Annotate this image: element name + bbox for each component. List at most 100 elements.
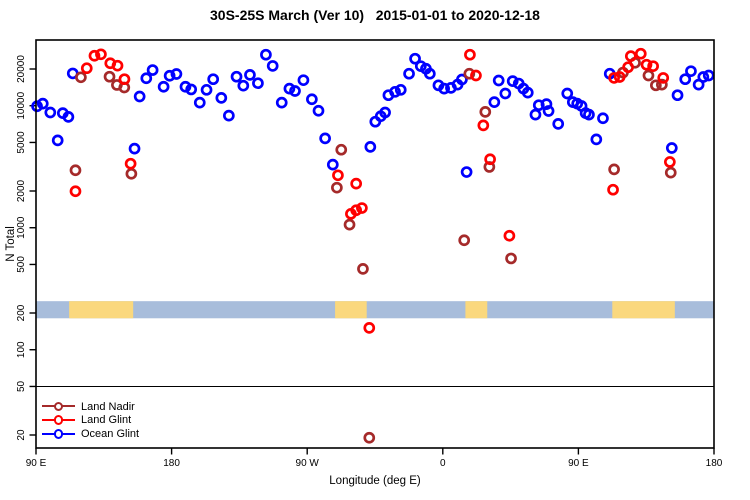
y-axis-tick-label: 1000 [16,216,27,239]
data-point-ocean-glint [207,73,220,86]
data-point-land-glint [664,156,676,168]
data-point-land-glint [484,153,496,166]
data-point-ocean-glint [306,93,318,106]
y-axis-tick-label: 20 [16,429,27,441]
land-glint-marker-icon [42,414,75,426]
legend: Land Nadir Land Glint Ocean Glint [42,400,139,441]
data-point-ocean-glint [319,132,331,145]
data-point-land-nadir [664,166,677,179]
x-axis-tick-label: 90 E [26,458,47,469]
x-axis-title: Longitude (deg E) [329,475,421,487]
data-point-land-glint [607,183,619,196]
data-point-ocean-glint [289,85,301,97]
data-point-ocean-glint [590,133,603,146]
data-point-ocean-glint [529,108,542,121]
y-axis-tick-label: 2000 [16,179,27,202]
legend-label-land-nadir: Land Nadir [81,400,135,413]
y-axis-tick-label: 5000 [16,131,27,154]
data-point-ocean-glint [223,109,235,122]
data-point-land-glint [95,48,107,61]
data-point-ocean-glint [260,48,272,61]
data-point-ocean-glint [266,60,279,72]
data-point-ocean-glint [237,79,250,92]
x-axis-tick-label: 90 E [568,458,589,469]
land-strip-segment [612,301,675,319]
data-point-land-nadir [458,234,471,247]
data-point-ocean-glint [31,100,43,113]
y-axis-tick-label: 100 [16,341,27,358]
data-point-land-nadir [505,252,517,265]
legend-item-land-glint: Land Glint [42,414,139,428]
data-point-ocean-glint [51,134,64,147]
data-point-land-glint [622,61,634,74]
data-point-land-glint [647,60,659,73]
legend-item-land-nadir: Land Nadir [42,400,139,414]
data-point-ocean-glint [521,86,534,99]
y-axis-tick-label: 20000 [16,55,27,83]
land-strip-segment [69,301,134,319]
data-point-ocean-glint [312,104,325,117]
data-point-ocean-glint [297,74,310,87]
data-point-land-nadir [363,431,376,444]
legend-label-ocean-glint: Ocean Glint [81,427,140,440]
data-point-land-glint [613,71,626,83]
data-point-ocean-glint [146,64,159,76]
data-point-ocean-glint [671,89,684,102]
data-point-ocean-glint [275,96,288,109]
data-point-ocean-glint [394,83,407,96]
data-point-ocean-glint [326,158,339,171]
data-point-land-nadir [103,70,116,83]
data-point-ocean-glint [488,96,501,108]
data-point-ocean-glint [499,87,512,100]
y-axis-tick-label: 50 [16,380,27,392]
data-point-ocean-glint [409,52,421,65]
data-point-land-nadir [75,71,87,84]
y-axis-tick-label: 200 [16,304,27,321]
y-axis-tick-label: 500 [16,256,27,273]
data-point-land-glint [111,59,124,72]
data-point-ocean-glint [364,141,377,153]
data-point-land-glint [470,69,482,82]
data-point-ocean-glint [62,111,75,123]
data-point-ocean-glint [389,85,401,98]
data-point-land-glint [88,49,101,62]
data-point-land-glint [464,48,476,61]
data-point-land-nadir [642,69,655,82]
y-axis-tick-label: 10000 [16,91,27,119]
data-point-land-glint [124,157,137,170]
data-point-ocean-glint [561,87,574,100]
data-point-land-glint [657,72,670,84]
data-point-ocean-glint [157,80,170,93]
data-point-ocean-glint [128,142,141,155]
legend-label-land-glint: Land Glint [81,414,132,427]
data-point-land-nadir [125,167,138,180]
data-point-land-glint [118,73,131,86]
data-point-ocean-glint [423,67,436,80]
data-point-ocean-glint [540,98,553,111]
land-strip-segment [465,301,488,319]
data-point-ocean-glint [252,77,264,90]
data-point-land-glint [503,229,516,242]
data-point-ocean-glint [283,82,296,95]
data-point-land-glint [350,204,363,217]
land-nadir-marker-icon [42,401,75,413]
data-point-land-glint [640,58,653,71]
data-point-land-glint [624,50,637,62]
data-point-ocean-glint [679,73,692,86]
x-axis-tick-label: 180 [163,458,180,469]
data-point-land-nadir [331,181,343,194]
data-point-ocean-glint [200,83,213,96]
data-point-ocean-glint [133,90,146,103]
legend-item-ocean-glint: Ocean Glint [42,427,139,441]
data-point-land-glint [332,169,344,182]
data-point-land-nadir [608,163,620,176]
ocean-strip [36,301,714,319]
data-point-land-nadir [335,143,348,156]
data-point-ocean-glint [185,83,198,96]
data-point-ocean-glint [665,142,678,154]
data-point-ocean-glint [460,166,473,178]
data-point-ocean-glint [230,70,243,83]
data-point-ocean-glint [163,69,176,82]
data-point-land-glint [363,322,376,334]
